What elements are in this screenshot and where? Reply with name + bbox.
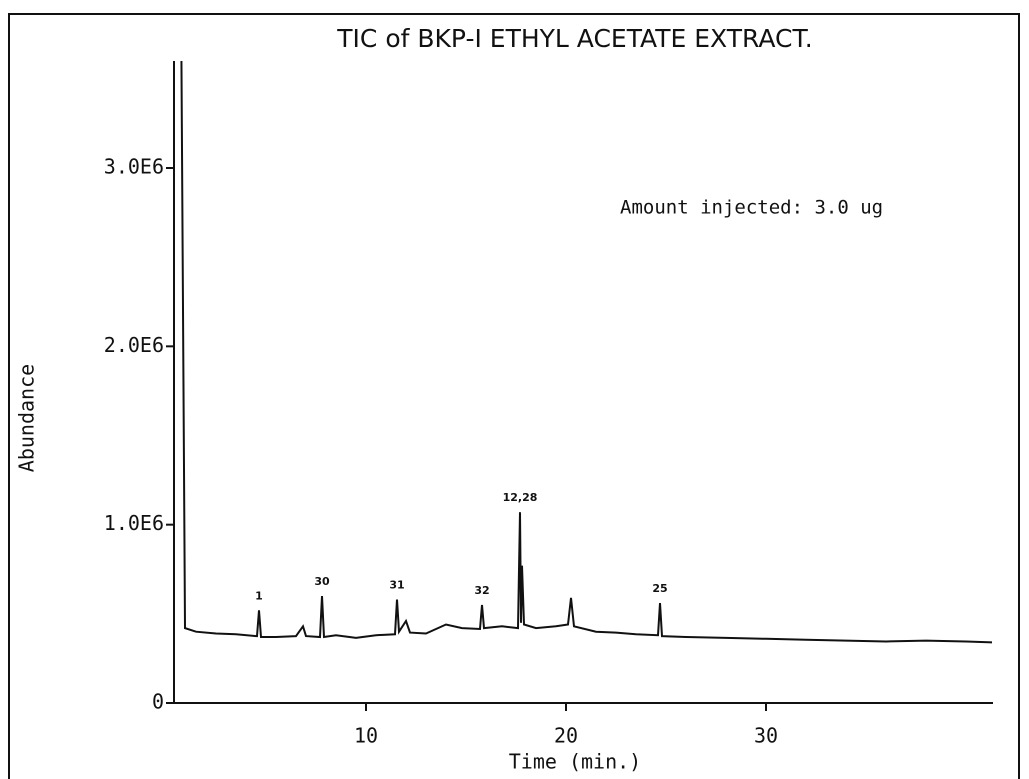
x-tick-label: 20 (554, 724, 578, 748)
trace (180, 61, 993, 644)
y-tick-label: 1.0E6 (104, 511, 164, 535)
y-axis-label: Abundance (15, 364, 39, 472)
y-tick-label: 0 (152, 690, 164, 714)
x-tick-label: 10 (354, 724, 378, 748)
peak-label: 30 (314, 575, 330, 588)
annotation: Amount injected: 3.0 ug (620, 197, 883, 219)
y-tick-label: 3.0E6 (104, 155, 164, 179)
x-tick-label: 30 (754, 724, 778, 748)
peak-label: 1 (255, 589, 263, 602)
peak-label: 32 (474, 584, 489, 597)
peak-label: 31 (389, 579, 404, 592)
peak-label: 12,28 (503, 491, 538, 504)
frame (8, 13, 1020, 779)
chart-title: TIC of BKP-I ETHYL ACETATE EXTRACT. (336, 24, 812, 53)
x-axis-label: Time (min.) (509, 750, 641, 774)
peak-label: 25 (652, 582, 667, 595)
y-tick-label: 2.0E6 (104, 333, 164, 357)
